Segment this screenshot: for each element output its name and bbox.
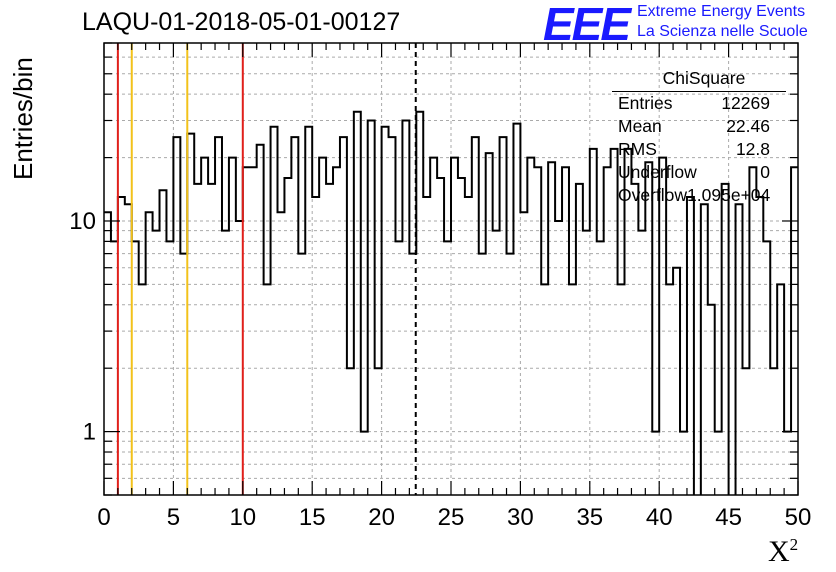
histogram-line (104, 110, 798, 495)
x-tick-label: 10 (229, 504, 256, 531)
logo-line-2: La Scienza nelle Scuole (637, 23, 808, 40)
x-axis-label: X2 (768, 535, 798, 569)
stats-label: Mean (618, 116, 662, 136)
chart-title: LAQU-01-2018-05-01-00127 (82, 8, 401, 36)
x-axis-label-base: X (768, 535, 790, 568)
x-tick-label: 20 (368, 504, 395, 531)
logo-line-1: Extreme Energy Events (637, 3, 806, 20)
stats-value: 0 (760, 162, 770, 182)
x-tick-label: 5 (167, 504, 180, 531)
y-tick-label: 1 (83, 419, 96, 446)
y-tick-label: 10 (69, 208, 96, 235)
stats-value: 12.8 (735, 139, 770, 159)
stats-box: ChiSquare Entries 12269 Mean 22.46 RMS 12.8… (612, 68, 786, 207)
stats-rows: Entries 12269 Mean 22.46 RMS 12.8 Underflow… (612, 92, 770, 207)
stats-value: 1.095e+04 (687, 185, 771, 205)
stats-label: Entries (618, 93, 673, 113)
stats-label: Overflow (618, 185, 688, 205)
x-tick-label: 25 (438, 504, 465, 531)
x-tick-label: 50 (785, 504, 812, 531)
stats-label: RMS (618, 139, 657, 159)
stats-row-entries: Entries 12269 (612, 92, 770, 115)
x-tick-label: 40 (646, 504, 673, 531)
eee-logo-text: Extreme Energy Events La Scienza nelle S… (637, 2, 808, 42)
x-tick-label: 0 (97, 504, 110, 531)
stats-row-mean: Mean 22.46 (612, 115, 770, 138)
stats-value: 22.46 (726, 116, 770, 136)
stats-row-overflow: Overflow 1.095e+04 (612, 184, 770, 207)
x-tick-label: 15 (299, 504, 326, 531)
stats-value: 12269 (721, 93, 770, 113)
stats-label: Underflow (618, 162, 697, 182)
x-tick-label: 35 (576, 504, 603, 531)
stats-row-underflow: Underflow 0 (612, 161, 770, 184)
eee-logo: EEE (543, 0, 631, 50)
x-tick-label: 30 (507, 504, 534, 531)
x-axis-label-sup: 2 (789, 535, 799, 554)
stats-title: ChiSquare (612, 68, 786, 92)
stats-row-rms: RMS 12.8 (612, 138, 770, 161)
x-tick-label: 45 (715, 504, 742, 531)
